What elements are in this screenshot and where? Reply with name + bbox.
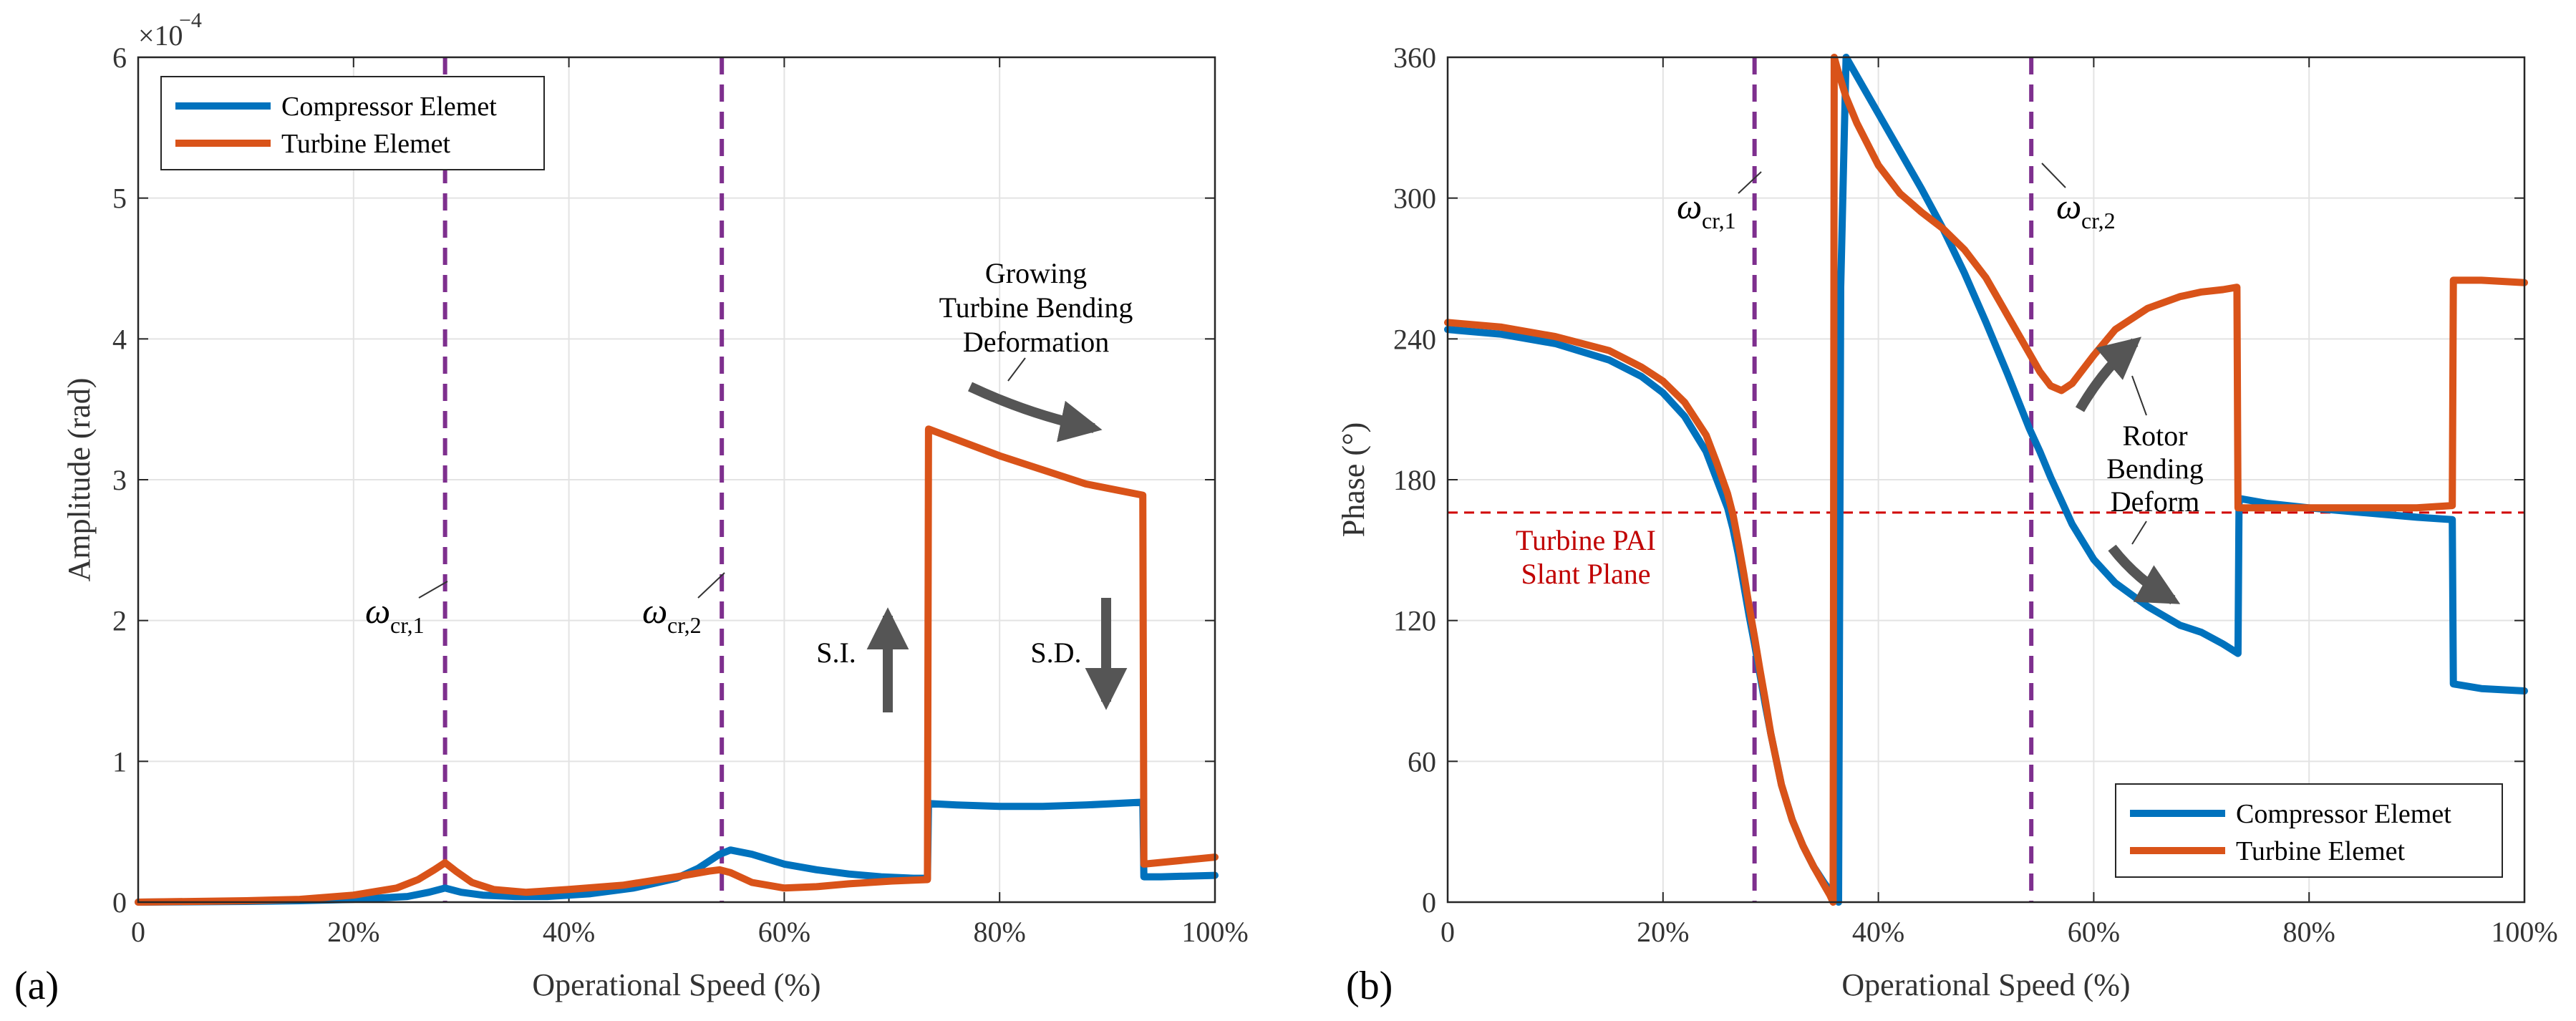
x-tick-label: 20%: [327, 916, 379, 948]
y-tick-label: 1: [112, 745, 127, 778]
svg-text:ω: ω: [1677, 186, 1702, 226]
svg-text:cr,2: cr,2: [667, 612, 702, 638]
y-exponent-base: ×10: [138, 19, 183, 52]
y-tick-label: 6: [112, 42, 127, 74]
grid-a: [137, 57, 1216, 903]
x-tick-labels-b: 0 20% 40% 60% 80% 100%: [1440, 916, 2558, 948]
y-tick-label: 300: [1393, 183, 1436, 215]
x-axis-label-a: Operational Speed (%): [532, 967, 820, 1002]
x-tick-label: 60%: [758, 916, 810, 948]
x-axis-label-b: Operational Speed (%): [1841, 967, 2130, 1002]
y-axis-label-a: Amplitude (rad): [62, 378, 97, 582]
growing-arrow: [968, 382, 1103, 442]
svg-text:ω: ω: [642, 591, 667, 631]
svg-text:ω: ω: [2056, 186, 2081, 226]
series-line-turbine-a: [135, 425, 1219, 906]
critical-label-2-a: ω cr,2: [642, 572, 725, 638]
svg-text:Turbine PAI: Turbine PAI: [1516, 524, 1656, 556]
legend-label-turbine-b: Turbine Elemet: [2236, 836, 2406, 866]
svg-text:Slant Plane: Slant Plane: [1521, 558, 1650, 590]
y-tick-labels-b: 0 60 120 180 240 300 360: [1393, 42, 1436, 919]
y-exponent-power: −4: [179, 9, 202, 32]
rotor-arrow-up: [2075, 337, 2141, 412]
svg-text:ω: ω: [365, 591, 390, 631]
legend-label-turbine-a: Turbine Elemet: [281, 129, 451, 159]
svg-text:cr,1: cr,1: [1702, 208, 1736, 233]
series-group-b: [1444, 54, 2528, 906]
series-line-turbine-b: [1444, 54, 2528, 906]
x-tick-label: 100%: [2491, 916, 2557, 948]
svg-text:Rotor: Rotor: [2122, 420, 2187, 452]
plot-frame-b: [1446, 56, 2526, 904]
critical-label-1-a: ω cr,1: [365, 581, 448, 638]
panel-label-a: (a): [14, 964, 59, 1008]
svg-text:Bending: Bending: [2106, 453, 2204, 485]
critical-speed-lines-a: [442, 57, 725, 902]
x-tick-label: 40%: [1852, 916, 1904, 948]
critical-label-2-b: ω cr,2: [2041, 163, 2116, 233]
y-tick-label: 0: [112, 886, 127, 919]
svg-text:Growing: Growing: [985, 257, 1087, 289]
x-tick-labels-a: 0 20% 40% 60% 80% 100%: [131, 916, 1249, 948]
svg-text:Deform: Deform: [2111, 485, 2199, 518]
x-tick-label: 0: [1440, 916, 1455, 948]
x-tick-label: 100%: [1181, 916, 1248, 948]
y-tick-label: 4: [112, 323, 127, 355]
legend-label-compressor-a: Compressor Elemet: [281, 92, 497, 122]
y-tick-label: 3: [112, 464, 127, 496]
critical-label-1-b: ω cr,1: [1677, 171, 1762, 233]
series-group-a: [135, 425, 1219, 906]
x-tick-label: 40%: [543, 916, 595, 948]
series-line-compressor-a: [135, 798, 1219, 906]
critical-speed-lines-b: [1752, 57, 2034, 902]
legend-label-compressor-b: Compressor Elemet: [2236, 799, 2451, 829]
svg-text:Turbine Bending: Turbine Bending: [939, 291, 1133, 324]
y-tick-label: 2: [112, 605, 127, 637]
rotor-arrow-down: [2108, 544, 2181, 605]
amplitude-chart: (a) 0 20% 40% 60% 80% 100% 0 1 2 3 4 5 6 ×10 −4 Ope…: [14, 9, 1249, 1008]
svg-text:cr,2: cr,2: [2081, 208, 2116, 233]
x-tick-label: 80%: [974, 916, 1026, 948]
x-tick-label: 0: [131, 916, 145, 948]
sd-annotation: S.D.: [1030, 598, 1128, 710]
x-tick-label: 60%: [2068, 916, 2120, 948]
legend-b: Compressor Elemet Turbine Elemet: [2115, 783, 2503, 878]
y-tick-label: 120: [1393, 605, 1436, 637]
svg-text:Deformation: Deformation: [963, 326, 1109, 358]
plot-frame-a: [137, 56, 1216, 904]
si-annotation: S.I.: [816, 607, 909, 712]
y-tick-label: 5: [112, 183, 127, 215]
rotor-bending-annotation: Rotor Bending Deform: [2075, 337, 2204, 605]
y-tick-label: 180: [1393, 464, 1436, 496]
x-tick-label: 20%: [1637, 916, 1689, 948]
legend-a: Compressor Elemet Turbine Elemet: [160, 76, 545, 170]
svg-text:S.D.: S.D.: [1030, 637, 1081, 669]
y-axis-label-b: Phase (°): [1336, 422, 1371, 538]
phase-chart: (b) 0 20% 40% 60% 80% 100% 0 60 120 180 240 300 360…: [1336, 42, 2558, 1008]
y-tick-label: 360: [1393, 42, 1436, 74]
panel-label-b: (b): [1346, 964, 1393, 1008]
y-tick-label: 0: [1422, 886, 1436, 919]
grid-b: [1447, 57, 2525, 903]
growing-deformation-annotation: Growing Turbine Bending Deformation: [939, 257, 1133, 442]
y-tick-label: 60: [1408, 745, 1436, 778]
y-tick-label: 240: [1393, 323, 1436, 355]
svg-text:cr,1: cr,1: [390, 612, 425, 638]
y-tick-labels-a: 0 1 2 3 4 5 6: [112, 42, 127, 919]
x-tick-label: 80%: [2283, 916, 2335, 948]
pai-label: Turbine PAI Slant Plane: [1516, 524, 1656, 590]
svg-text:S.I.: S.I.: [816, 637, 856, 669]
